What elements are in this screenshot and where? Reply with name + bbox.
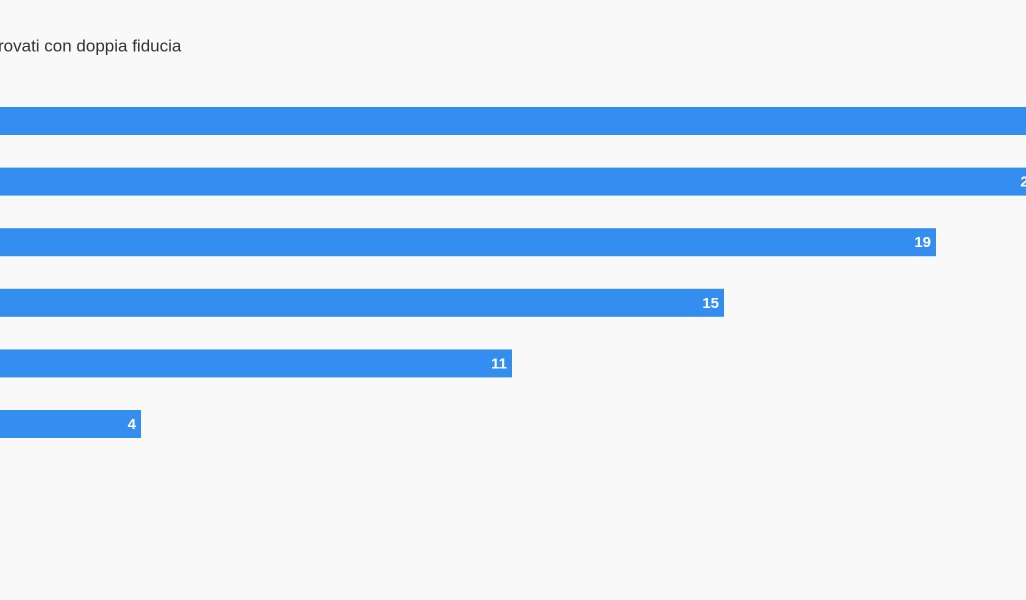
bar	[0, 167, 1026, 196]
value-label: 21	[1020, 174, 1026, 191]
value-label: 19	[914, 234, 931, 251]
chart-title: rovati con doppia fiducia	[0, 36, 182, 55]
value-label: 4	[128, 416, 137, 433]
value-label: 15	[702, 295, 719, 312]
bar	[0, 107, 1026, 135]
bar	[0, 288, 724, 317]
bar	[0, 228, 936, 257]
value-label: 11	[491, 355, 507, 372]
bar	[0, 349, 512, 378]
bar	[0, 410, 141, 438]
